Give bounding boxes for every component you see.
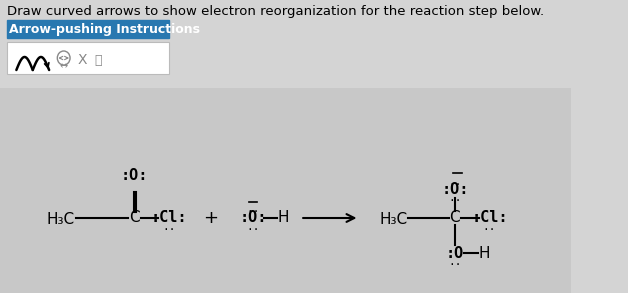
Text: :O: :O xyxy=(446,246,464,260)
Text: +: + xyxy=(203,209,219,227)
Text: 🗑: 🗑 xyxy=(94,54,102,67)
Text: ..: .. xyxy=(246,204,260,214)
Text: Arrow-pushing Instructions: Arrow-pushing Instructions xyxy=(9,23,200,35)
FancyBboxPatch shape xyxy=(0,88,571,293)
Text: C: C xyxy=(450,210,460,226)
FancyBboxPatch shape xyxy=(8,42,169,74)
Text: :O:: :O: xyxy=(121,168,148,183)
FancyBboxPatch shape xyxy=(8,20,169,38)
Text: :O:: :O: xyxy=(441,183,468,197)
Text: Draw curved arrows to show electron reorganization for the reaction step below.: Draw curved arrows to show electron reor… xyxy=(8,4,544,18)
Text: :Cl:: :Cl: xyxy=(471,210,508,226)
Text: ↔: ↔ xyxy=(60,61,68,71)
Text: H₃C: H₃C xyxy=(379,212,408,226)
Text: :O:: :O: xyxy=(239,210,267,226)
Text: H: H xyxy=(479,246,490,260)
Text: :Cl:: :Cl: xyxy=(151,210,188,226)
Text: H₃C: H₃C xyxy=(46,212,75,226)
Text: X: X xyxy=(77,53,87,67)
Text: ..: .. xyxy=(448,177,462,187)
Text: C: C xyxy=(129,210,140,226)
Text: ..: .. xyxy=(448,257,462,267)
Text: ..: .. xyxy=(163,204,176,214)
Text: ..: .. xyxy=(483,222,496,232)
Text: ..: .. xyxy=(483,204,496,214)
Text: ..: .. xyxy=(246,222,260,232)
Text: ..: .. xyxy=(163,222,176,232)
Text: H: H xyxy=(277,210,289,226)
Text: ..: .. xyxy=(448,193,462,203)
